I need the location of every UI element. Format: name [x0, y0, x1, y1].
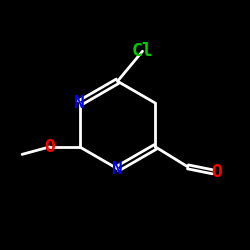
Text: O: O [211, 163, 222, 181]
Text: N: N [74, 94, 85, 112]
Text: N: N [112, 160, 123, 178]
Text: O: O [44, 138, 55, 156]
Text: Cl: Cl [132, 42, 154, 60]
